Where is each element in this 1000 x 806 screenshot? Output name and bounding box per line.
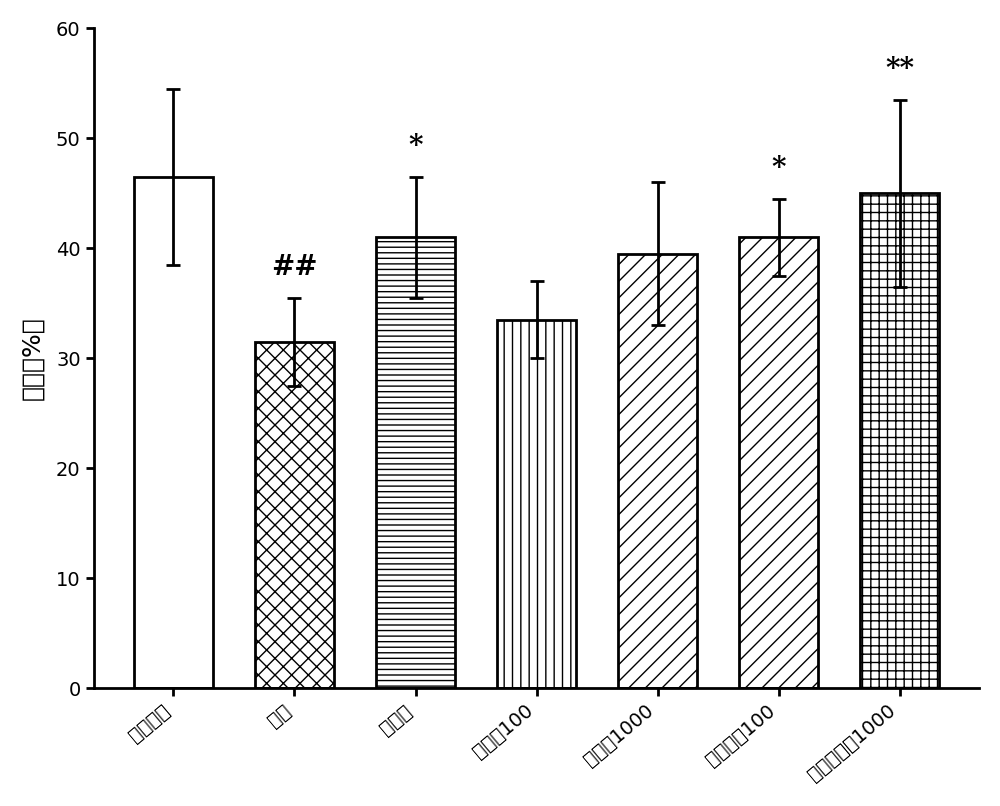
Bar — [618, 254, 697, 688]
Bar — [376, 237, 455, 688]
Bar — [497, 320, 576, 688]
Text: *: * — [771, 156, 786, 182]
Text: *: * — [408, 133, 423, 160]
Text: **: ** — [885, 56, 914, 83]
Text: ##: ## — [271, 254, 318, 281]
Bar — [134, 177, 213, 688]
Bar — [255, 342, 334, 688]
Bar — [860, 193, 939, 688]
Y-axis label: 时间（%）: 时间（%） — [21, 316, 45, 400]
Bar — [739, 237, 818, 688]
